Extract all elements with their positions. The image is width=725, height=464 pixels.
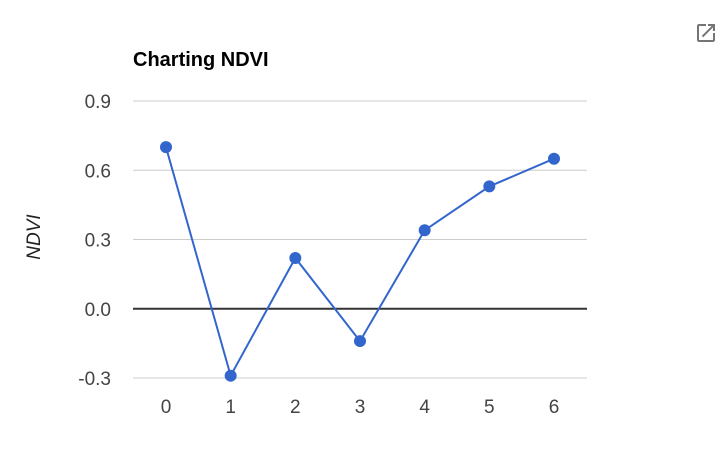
x-tick-label: 1 [225,397,236,418]
x-tick-label: 0 [161,397,172,418]
x-axis-ticks: 0 1 2 3 4 5 6 [161,397,560,418]
data-point[interactable] [483,180,496,193]
data-point[interactable] [548,152,560,165]
data-point[interactable] [354,335,366,348]
y-tick-label: 0.9 [85,92,111,113]
x-tick-label: 2 [290,397,301,418]
data-point[interactable] [289,251,302,264]
y-tick-label: -0.3 [78,369,111,390]
y-axis-ticks: -0.3 0.0 0.3 0.6 0.9 [78,92,111,390]
series-group [160,141,560,382]
x-tick-label: 6 [549,397,560,418]
y-tick-label: 0.6 [85,161,111,182]
x-tick-label: 5 [484,397,495,418]
x-tick-label: 3 [355,397,366,418]
y-tick-label: 0.0 [85,300,111,321]
data-point[interactable] [418,224,431,237]
y-tick-label: 0.3 [85,231,111,252]
chart-title: Charting NDVI [133,49,269,71]
data-point[interactable] [160,141,172,154]
data-point[interactable] [224,369,237,382]
gridlines [133,100,587,379]
x-tick-label: 4 [419,397,430,418]
y-axis-title: NDVI [24,214,45,260]
open-in-new-icon[interactable] [694,21,718,45]
